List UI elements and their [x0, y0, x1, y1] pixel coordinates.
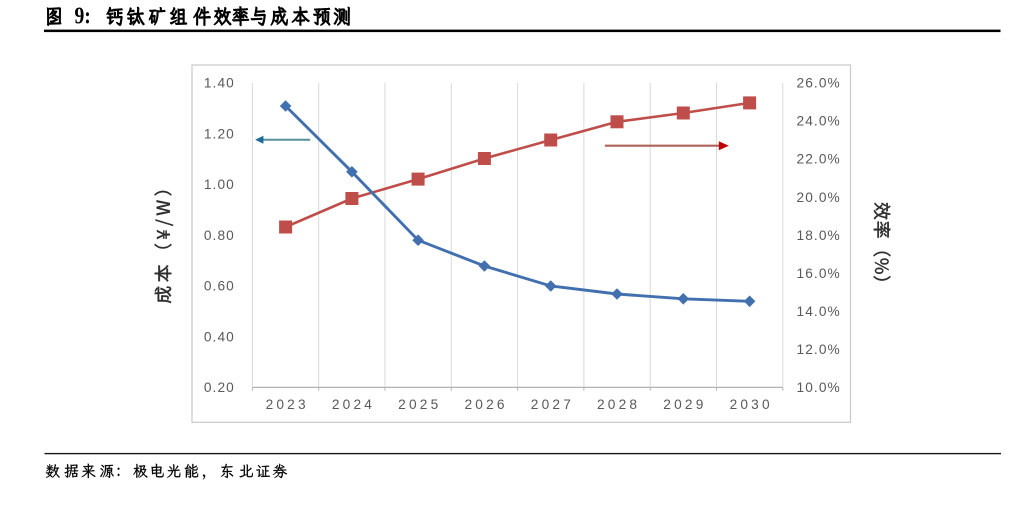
svg-text:1.20: 1.20: [204, 126, 235, 141]
svg-text:18.0%: 18.0%: [797, 228, 841, 243]
svg-text:22.0%: 22.0%: [797, 152, 841, 167]
svg-text:1.40: 1.40: [204, 76, 235, 91]
svg-text:20.0%: 20.0%: [797, 190, 841, 205]
svg-text:2023: 2023: [266, 397, 309, 412]
svg-text:2024: 2024: [332, 397, 375, 412]
svg-text:0.40: 0.40: [204, 330, 235, 345]
svg-text:0.20: 0.20: [204, 380, 235, 395]
svg-text:2026: 2026: [464, 397, 507, 412]
svg-text:1.00: 1.00: [204, 177, 235, 192]
svg-text:10.0%: 10.0%: [797, 380, 841, 395]
svg-text:2027: 2027: [531, 397, 574, 412]
svg-text:9:: 9:: [75, 1, 91, 29]
svg-text:2029: 2029: [663, 397, 706, 412]
svg-text:2030: 2030: [730, 397, 773, 412]
svg-text:24.0%: 24.0%: [797, 114, 841, 129]
svg-text:12.0%: 12.0%: [797, 342, 841, 357]
svg-text:2028: 2028: [597, 397, 640, 412]
svg-text:16.0%: 16.0%: [797, 266, 841, 281]
svg-text:2025: 2025: [398, 397, 441, 412]
svg-text:0.80: 0.80: [204, 228, 235, 243]
svg-text:14.0%: 14.0%: [797, 304, 841, 319]
svg-text:26.0%: 26.0%: [797, 76, 841, 91]
svg-text:0.60: 0.60: [204, 279, 235, 294]
